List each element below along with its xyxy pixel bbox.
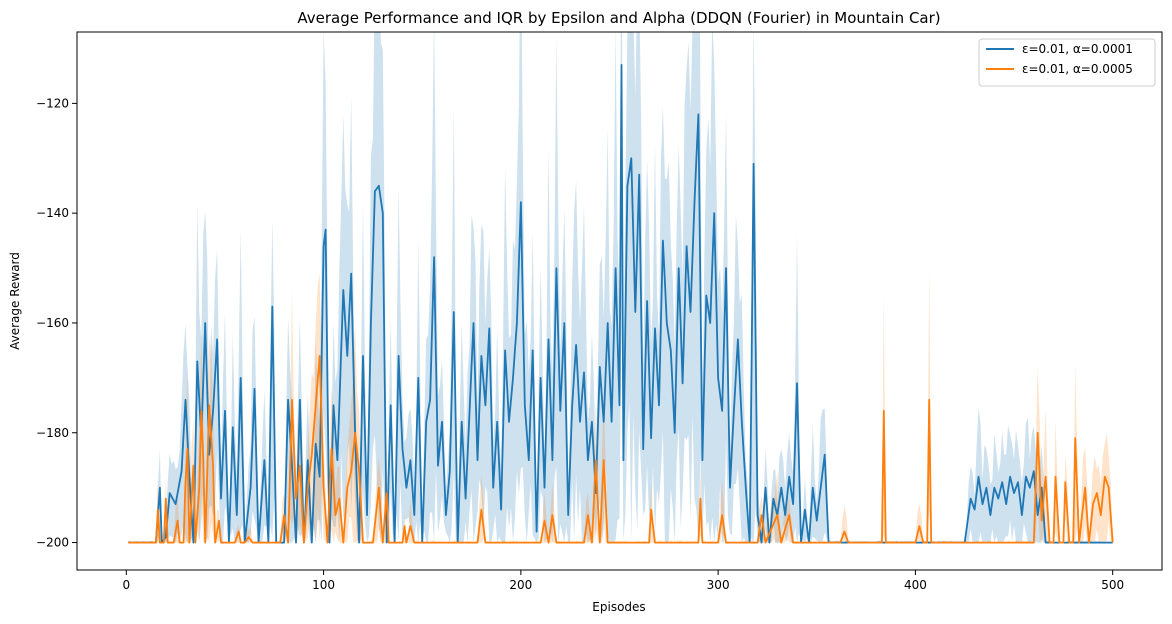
legend: ε=0.01, α=0.0001 ε=0.01, α=0.0005 (978, 38, 1156, 87)
x-tick-label: 300 (707, 578, 730, 592)
x-axis-label: Episodes (592, 600, 645, 614)
y-tick-label: −200 (36, 536, 69, 550)
legend-box (978, 38, 1156, 87)
plot-frame (76, 31, 1163, 571)
chart-title: Average Performance and IQR by Epsilon a… (297, 9, 940, 27)
x-tick-label: 100 (312, 578, 335, 592)
y-tick-label: −160 (36, 316, 69, 330)
series-lines (128, 64, 1114, 544)
x-tick-label: 500 (1101, 578, 1124, 592)
x-tick-label: 200 (509, 578, 532, 592)
series-line-2 (128, 355, 1114, 544)
legend-label: ε=0.01, α=0.0005 (1022, 62, 1133, 76)
y-tick-label: −140 (36, 206, 69, 220)
series-line-1 (128, 64, 1113, 544)
y-tick-label: −120 (36, 96, 69, 110)
legend-label: ε=0.01, α=0.0001 (1022, 42, 1133, 56)
y-tick-label: −180 (36, 426, 69, 440)
x-tick-label: 0 (122, 578, 130, 592)
y-axis-label: Average Reward (8, 252, 22, 350)
x-axis: 0 100 200 300 400 500 (122, 570, 1124, 592)
x-tick-label: 400 (904, 578, 927, 592)
y-axis: −200 −180 −160 −140 −120 (36, 96, 77, 550)
